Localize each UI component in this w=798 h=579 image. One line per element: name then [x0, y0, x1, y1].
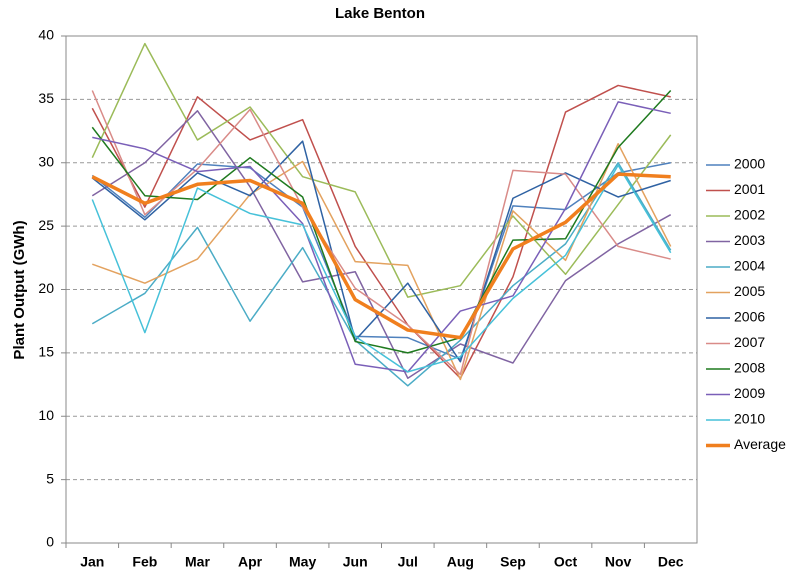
x-tick-label: Apr	[238, 554, 263, 570]
x-tick-label: Feb	[132, 554, 157, 570]
series-line	[91, 84, 671, 379]
legend-label: 2008	[734, 360, 765, 376]
x-tick-label: Jan	[80, 554, 104, 570]
x-tick-label: Mar	[185, 554, 210, 570]
x-tick-label: Dec	[658, 554, 684, 570]
series-line	[91, 140, 671, 363]
y-tick-label: 5	[46, 470, 54, 486]
series-line	[91, 90, 671, 376]
y-axis-label: Plant Output (GWh)	[11, 220, 28, 359]
x-tick-label: Aug	[447, 554, 474, 570]
series-line	[92, 101, 671, 373]
series-line	[91, 89, 672, 354]
y-tick-label: 35	[38, 90, 54, 106]
y-tick-label: 10	[38, 407, 54, 423]
y-tick-label: 20	[38, 280, 54, 296]
legend-label: 2004	[734, 258, 765, 274]
legend-label: 2003	[734, 232, 765, 248]
x-tick-label: Nov	[605, 554, 632, 570]
y-tick-label: 40	[38, 27, 54, 43]
series-line	[91, 164, 672, 373]
series-line	[91, 42, 672, 298]
series-line	[91, 172, 671, 340]
series-line	[92, 142, 672, 381]
legend-label: 2000	[734, 156, 765, 172]
x-tick-label: Oct	[554, 554, 578, 570]
legend-label: 2010	[734, 411, 765, 427]
legend-label: 2006	[734, 309, 765, 325]
legend-label: 2007	[734, 334, 765, 350]
legend-label: 2009	[734, 385, 765, 401]
series-line	[91, 162, 671, 360]
legend-label: Average	[734, 436, 786, 452]
series-line	[91, 110, 672, 379]
chart-title: Lake Benton	[335, 5, 425, 22]
x-tick-label: May	[289, 554, 316, 570]
y-tick-label: 25	[38, 217, 54, 233]
x-tick-label: Jun	[343, 554, 368, 570]
legend-label: 2005	[734, 283, 765, 299]
y-tick-label: 15	[38, 344, 54, 360]
y-tick-label: 30	[38, 153, 54, 169]
legend-label: 2001	[734, 181, 765, 197]
y-tick-label: 0	[46, 534, 54, 550]
legend-label: 2002	[734, 207, 765, 223]
x-tick-label: Sep	[500, 554, 526, 570]
x-tick-label: Jul	[398, 554, 418, 570]
series-line	[91, 162, 672, 387]
